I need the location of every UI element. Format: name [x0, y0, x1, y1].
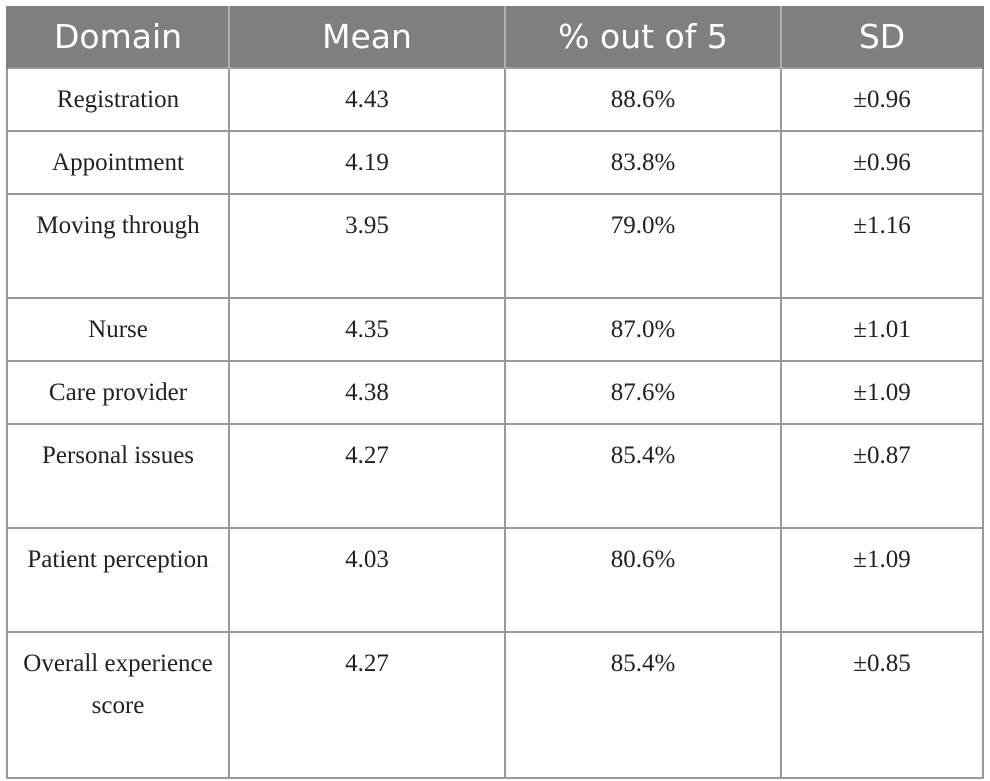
table-row: Overall experience score 4.27 85.4% ±0.8… — [6, 631, 984, 779]
table-row: Moving through 3.95 79.0% ±1.16 — [6, 193, 984, 299]
cell-percent: 85.4% — [504, 423, 782, 529]
cell-mean: 3.95 — [228, 193, 506, 299]
cell-mean: 4.38 — [228, 360, 506, 425]
header-mean: Mean — [228, 6, 506, 68]
cell-mean: 4.27 — [228, 631, 506, 779]
cell-percent: 79.0% — [504, 193, 782, 299]
cell-domain: Personal issues — [6, 423, 230, 529]
cell-percent: 85.4% — [504, 631, 782, 779]
domain-scores-table-container: Domain Mean % out of 5 SD Registration 4… — [6, 6, 984, 779]
cell-mean: 4.35 — [228, 297, 506, 362]
table-row: Nurse 4.35 87.0% ±1.01 — [6, 297, 984, 362]
cell-percent: 87.0% — [504, 297, 782, 362]
table-row: Personal issues 4.27 85.4% ±0.87 — [6, 423, 984, 529]
cell-mean: 4.27 — [228, 423, 506, 529]
header-domain: Domain — [6, 6, 230, 68]
cell-sd: ±1.16 — [780, 193, 984, 299]
cell-mean: 4.03 — [228, 527, 506, 633]
table-row: Patient perception 4.03 80.6% ±1.09 — [6, 527, 984, 633]
table-row: Registration 4.43 88.6% ±0.96 — [6, 67, 984, 132]
cell-sd: ±0.85 — [780, 631, 984, 779]
header-row: Domain Mean % out of 5 SD — [6, 6, 984, 68]
header-percent: % out of 5 — [504, 6, 782, 68]
cell-percent: 80.6% — [504, 527, 782, 633]
cell-domain: Nurse — [6, 297, 230, 362]
cell-sd: ±1.09 — [780, 360, 984, 425]
table-row: Care provider 4.38 87.6% ±1.09 — [6, 360, 984, 425]
table-body: Registration 4.43 88.6% ±0.96 Appointmen… — [6, 67, 984, 779]
header-sd: SD — [780, 6, 984, 68]
cell-sd: ±1.01 — [780, 297, 984, 362]
table-header: Domain Mean % out of 5 SD — [6, 6, 984, 68]
cell-domain: Patient perception — [6, 527, 230, 633]
cell-percent: 87.6% — [504, 360, 782, 425]
cell-sd: ±0.96 — [780, 130, 984, 195]
cell-domain: Moving through — [6, 193, 230, 299]
cell-domain: Appointment — [6, 130, 230, 195]
table-row: Appointment 4.19 83.8% ±0.96 — [6, 130, 984, 195]
cell-sd: ±0.96 — [780, 67, 984, 132]
domain-scores-table: Domain Mean % out of 5 SD Registration 4… — [6, 6, 984, 779]
cell-percent: 83.8% — [504, 130, 782, 195]
cell-domain: Registration — [6, 67, 230, 132]
cell-mean: 4.43 — [228, 67, 506, 132]
cell-mean: 4.19 — [228, 130, 506, 195]
cell-percent: 88.6% — [504, 67, 782, 132]
cell-domain: Overall experience score — [6, 631, 230, 779]
cell-sd: ±1.09 — [780, 527, 984, 633]
cell-sd: ±0.87 — [780, 423, 984, 529]
cell-domain: Care provider — [6, 360, 230, 425]
